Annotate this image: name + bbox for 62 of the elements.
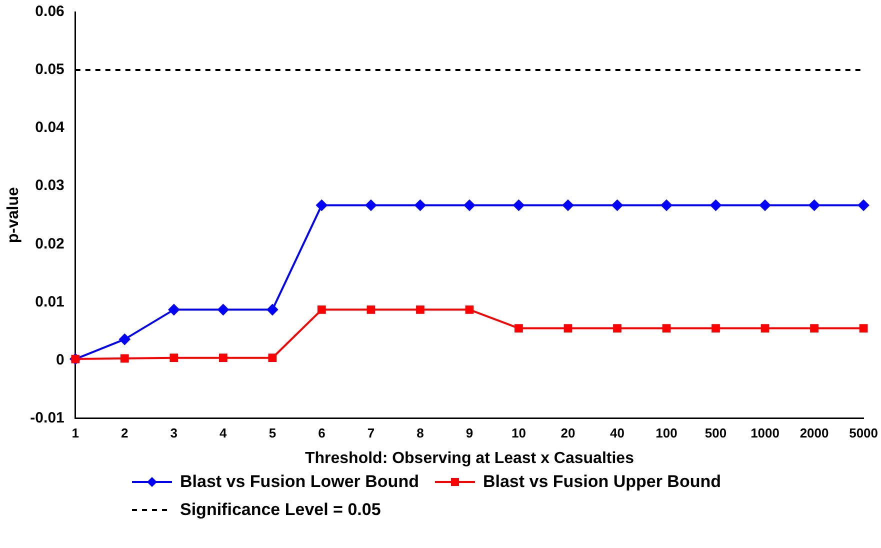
x-tick-label: 8 [416, 426, 424, 441]
point [562, 200, 574, 211]
y-axis-title: p-value [5, 186, 22, 244]
x-tick-label: 5000 [849, 426, 878, 441]
legend-label: Blast vs Fusion Upper Bound [482, 472, 721, 492]
point [318, 306, 326, 314]
y-tick-label: 0.05 [35, 61, 64, 78]
point [514, 324, 523, 332]
x-tick-label: 1 [72, 426, 80, 441]
point [266, 304, 278, 316]
point [712, 324, 720, 332]
x-tick-label: 1000 [750, 426, 780, 441]
point [808, 200, 820, 211]
point [613, 324, 622, 332]
point [859, 324, 868, 332]
y-tick-label: 0.04 [35, 119, 66, 136]
x-tick-label: 9 [466, 426, 474, 441]
point [710, 200, 722, 211]
y-tick-label: 0.06 [35, 3, 64, 20]
y-tick-label: 0.02 [35, 235, 64, 252]
y-tick-label: 0 [56, 351, 64, 368]
x-tick-label: 4 [220, 426, 228, 441]
x-tick-label: 100 [656, 426, 678, 441]
x-tick-label: 500 [704, 426, 727, 441]
point [661, 200, 672, 211]
point [564, 324, 572, 332]
x-tick-label: 2 [121, 426, 128, 441]
point [218, 354, 228, 362]
x-tick-label: 6 [318, 426, 326, 441]
legend-label: Blast vs Fusion Lower Bound [180, 472, 419, 492]
point [810, 324, 818, 332]
point [414, 200, 426, 211]
point [760, 200, 771, 211]
x-tick-label: 2000 [800, 426, 829, 441]
x-tick-label: 20 [560, 426, 576, 441]
point [170, 354, 178, 362]
point [416, 306, 424, 314]
x-tick-label: 7 [367, 426, 375, 441]
point [168, 304, 180, 316]
legend-label: Significance Level = 0.05 [180, 500, 381, 520]
point [662, 324, 671, 332]
x-tick-label: 40 [610, 426, 624, 441]
y-tick-label: -0.01 [30, 409, 64, 426]
point [316, 200, 328, 211]
point [858, 200, 870, 211]
point [465, 306, 474, 314]
point [268, 354, 277, 362]
point [513, 200, 524, 211]
y-tick-label: 0.01 [35, 293, 64, 310]
point [120, 354, 129, 363]
point [612, 200, 623, 211]
x-tick-label: 5 [268, 426, 276, 441]
x-tick-label: 3 [170, 426, 178, 441]
point [760, 324, 770, 332]
point [464, 200, 475, 211]
point [218, 304, 229, 316]
x-tick-label: 10 [511, 426, 526, 441]
point [366, 306, 376, 314]
y-tick-label: 0.03 [35, 177, 64, 194]
x-axis-title: Threshold: Observing at Least x Casualties [304, 450, 634, 467]
point [119, 334, 130, 345]
point [365, 200, 376, 211]
